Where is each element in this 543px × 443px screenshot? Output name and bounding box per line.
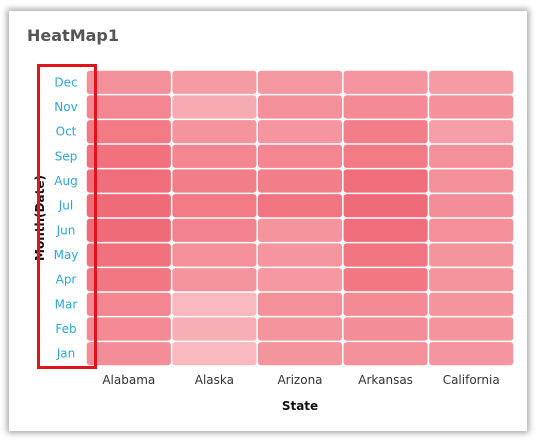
- heatmap-cell-nov-alabama[interactable]: [86, 95, 171, 119]
- heatmap-cell-jan-alaska[interactable]: [172, 342, 257, 366]
- heatmap-cell-jan-arkansas[interactable]: [343, 342, 428, 366]
- x-tick-label: California: [443, 373, 500, 387]
- y-tick-label: Jul: [58, 199, 73, 213]
- heatmap-cell-nov-california[interactable]: [429, 95, 514, 119]
- y-tick-label: Dec: [54, 75, 77, 89]
- heatmap-cell-nov-arkansas[interactable]: [343, 95, 428, 119]
- heatmap-cell-dec-alaska[interactable]: [172, 70, 257, 94]
- heatmap-cell-jun-alabama[interactable]: [86, 218, 171, 242]
- heatmap-cell-dec-arkansas[interactable]: [343, 70, 428, 94]
- y-tick-label: Nov: [54, 100, 77, 114]
- heatmap-cell-aug-arizona[interactable]: [257, 169, 343, 193]
- heatmap-cells: [86, 70, 514, 366]
- heatmap-cell-may-california[interactable]: [429, 243, 514, 267]
- heatmap-cell-mar-arkansas[interactable]: [343, 292, 428, 316]
- heatmap-cell-feb-arizona[interactable]: [257, 317, 343, 341]
- heatmap-cell-nov-alaska[interactable]: [172, 95, 257, 119]
- y-tick-label: Jan: [56, 347, 76, 361]
- heatmap-cell-jun-arkansas[interactable]: [343, 218, 428, 242]
- heatmap-cell-jan-arizona[interactable]: [257, 342, 343, 366]
- heatmap-cell-apr-california[interactable]: [429, 268, 514, 292]
- heatmap-cell-dec-california[interactable]: [429, 70, 514, 94]
- x-axis-tick-labels: Alabama Alaska Arizona Arkansas California: [102, 373, 499, 387]
- heatmap-cell-jan-california[interactable]: [429, 342, 514, 366]
- heatmap-cell-apr-arizona[interactable]: [257, 268, 343, 292]
- y-tick-label: Feb: [55, 322, 76, 336]
- heatmap-cell-oct-arizona[interactable]: [257, 120, 343, 144]
- heatmap-cell-feb-alaska[interactable]: [172, 317, 257, 341]
- heatmap-cell-nov-arizona[interactable]: [257, 95, 343, 119]
- heatmap-cell-jun-california[interactable]: [429, 218, 514, 242]
- heatmap-cell-mar-alaska[interactable]: [172, 292, 257, 316]
- x-tick-label: Alabama: [102, 373, 155, 387]
- heatmap-cell-aug-california[interactable]: [429, 169, 514, 193]
- heatmap-cell-dec-arizona[interactable]: [257, 70, 343, 94]
- heatmap-cell-sep-alaska[interactable]: [172, 144, 257, 168]
- heatmap-cell-jul-arizona[interactable]: [257, 194, 343, 218]
- heatmap-cell-jul-alabama[interactable]: [86, 194, 171, 218]
- heatmap-cell-sep-alabama[interactable]: [86, 144, 171, 168]
- y-tick-label: Mar: [55, 297, 78, 311]
- heatmap-cell-mar-california[interactable]: [429, 292, 514, 316]
- heatmap-cell-feb-california[interactable]: [429, 317, 514, 341]
- heatmap-cell-aug-arkansas[interactable]: [343, 169, 428, 193]
- heatmap-cell-apr-alabama[interactable]: [86, 268, 171, 292]
- heatmap-cell-mar-arizona[interactable]: [257, 292, 343, 316]
- heatmap-cell-sep-arizona[interactable]: [257, 144, 343, 168]
- y-tick-label: Jun: [56, 223, 76, 237]
- heatmap-cell-apr-arkansas[interactable]: [343, 268, 428, 292]
- x-tick-label: Alaska: [195, 373, 234, 387]
- y-tick-label: Apr: [56, 273, 77, 287]
- heatmap-cell-feb-alabama[interactable]: [86, 317, 171, 341]
- y-axis-tick-labels: Dec Nov Oct Sep Aug Jul Jun May Apr Mar Feb Jan: [54, 75, 79, 360]
- heatmap-cell-oct-california[interactable]: [429, 120, 514, 144]
- heatmap-cell-jul-arkansas[interactable]: [343, 194, 428, 218]
- heatmap-cell-sep-arkansas[interactable]: [343, 144, 428, 168]
- heatmap-cell-may-alaska[interactable]: [172, 243, 257, 267]
- x-tick-label: Arkansas: [358, 373, 413, 387]
- heatmap-cell-oct-alaska[interactable]: [172, 120, 257, 144]
- heatmap-cell-may-arkansas[interactable]: [343, 243, 428, 267]
- chart-title: HeatMap1: [27, 26, 119, 45]
- y-tick-label: May: [54, 248, 79, 262]
- y-axis-title: Month(Date): [33, 175, 47, 261]
- y-tick-label: Sep: [55, 149, 78, 163]
- heatmap-cell-jun-arizona[interactable]: [257, 218, 343, 242]
- heatmap-cell-may-alabama[interactable]: [86, 243, 171, 267]
- heatmap-cell-mar-alabama[interactable]: [86, 292, 171, 316]
- heatmap-cell-oct-arkansas[interactable]: [343, 120, 428, 144]
- heatmap-cell-apr-alaska[interactable]: [172, 268, 257, 292]
- heatmap-cell-jan-alabama[interactable]: [86, 342, 171, 366]
- x-axis-title: State: [282, 399, 318, 413]
- y-tick-label: Aug: [54, 174, 77, 188]
- heatmap-cell-dec-alabama[interactable]: [86, 70, 171, 94]
- heatmap-cell-jul-california[interactable]: [429, 194, 514, 218]
- heatmap-cell-jul-alaska[interactable]: [172, 194, 257, 218]
- heatmap-cell-may-arizona[interactable]: [257, 243, 343, 267]
- heatmap-cell-aug-alaska[interactable]: [172, 169, 257, 193]
- y-tick-label: Oct: [56, 125, 77, 139]
- heatmap-cell-sep-california[interactable]: [429, 144, 514, 168]
- heatmap-cell-feb-arkansas[interactable]: [343, 317, 428, 341]
- heatmap-cell-aug-alabama[interactable]: [86, 169, 171, 193]
- heatmap-cell-jun-alaska[interactable]: [172, 218, 257, 242]
- heatmap-cell-oct-alabama[interactable]: [86, 120, 171, 144]
- x-tick-label: Arizona: [277, 373, 322, 387]
